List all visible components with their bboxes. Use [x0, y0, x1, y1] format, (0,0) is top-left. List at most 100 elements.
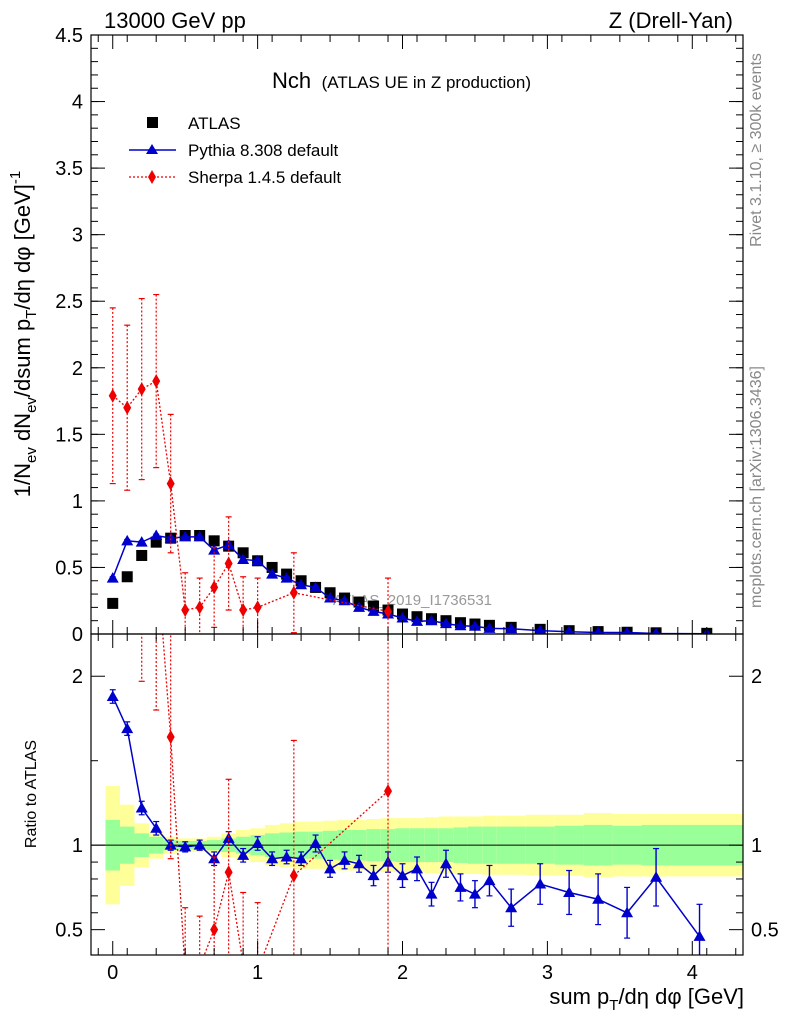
y-tick-label: 3.5 [55, 158, 83, 180]
x-tick-label: 4 [687, 962, 698, 984]
axes-layer: 0 0.5 1 1.5 2 2.5 3 3.5 4 4.5 0 1 2 3 4 0.5 0.5 1 1 2 2 [55, 25, 779, 984]
main-series-pythia [106, 529, 711, 634]
energy-label: 13000 GeV pp [104, 8, 246, 33]
data-point [135, 802, 148, 813]
data-point [266, 561, 278, 573]
data-point [107, 597, 119, 609]
data-point [439, 857, 452, 869]
ratio-series-pythia [106, 689, 706, 955]
ratio-y-tick-label: 1 [72, 835, 83, 857]
data-point [468, 888, 481, 899]
ratio-series-layer [106, 480, 706, 974]
data-point [384, 784, 393, 799]
legend-marker-atlas [147, 117, 158, 128]
data-point [224, 865, 233, 880]
data-point [534, 624, 546, 634]
data-point [196, 960, 204, 974]
data-point [106, 690, 119, 702]
ratio-y-tick-label-right: 1 [751, 835, 762, 857]
x-axis-title: sum pT/dη dφ [GeV] [549, 984, 744, 1014]
x-tick-label: 2 [397, 962, 408, 984]
main-series-atlas [107, 529, 713, 634]
legend-marker-pythia [146, 144, 158, 154]
data-point [309, 837, 322, 848]
plot-title: Nch (ATLAS UE in Z production) [272, 68, 531, 93]
data-point [592, 893, 605, 904]
data-point [150, 536, 162, 548]
main-series-sherpa [108, 293, 393, 634]
data-point [593, 626, 603, 634]
data-point [179, 840, 192, 852]
data-point [150, 822, 163, 833]
y-tick-label: 3 [72, 225, 83, 247]
data-point [239, 603, 248, 618]
data-point [181, 603, 190, 618]
data-point [138, 480, 146, 494]
data-point [505, 901, 518, 913]
data-point [563, 886, 576, 897]
data-point [166, 730, 175, 745]
data-point [239, 956, 247, 970]
data-point [108, 388, 117, 403]
ratio-y-tick-label: 2 [72, 666, 83, 688]
series-line [112, 696, 701, 937]
data-point [454, 881, 467, 892]
data-point [251, 837, 264, 848]
legend-label-atlas: ATLAS [188, 114, 241, 133]
data-point [505, 622, 518, 634]
ratio-series-sherpa [138, 480, 393, 974]
data-point [367, 605, 380, 616]
data-point [137, 382, 146, 397]
data-point [222, 538, 235, 550]
data-point [237, 547, 249, 559]
data-point [266, 852, 279, 864]
legend-label-pythia: Pythia 8.308 default [188, 141, 339, 160]
data-point [650, 871, 663, 882]
series-line [112, 380, 389, 613]
ratio-y-tick-label-right: 2 [751, 666, 762, 688]
data-point [106, 572, 119, 583]
data-point [693, 930, 706, 941]
data-point [324, 862, 337, 874]
ratio-y-axis-title: Ratio to ATLAS [23, 740, 40, 848]
data-point [353, 601, 366, 612]
data-point [179, 530, 192, 542]
data-point [195, 600, 204, 615]
ratio-y-tick-label: 0.5 [55, 920, 83, 942]
main-series-layer [106, 293, 713, 634]
data-point [454, 619, 467, 631]
rivet-version-label: Rivet 3.1.10, ≥ 300k events [748, 53, 765, 247]
data-point [367, 869, 380, 881]
y-tick-label: 4.5 [55, 25, 83, 47]
mcplots-label: mcplots.cern.ch [arXiv:1306.3436] [748, 366, 765, 608]
data-point [208, 535, 220, 547]
data-point [237, 553, 250, 564]
data-point [384, 604, 393, 619]
data-point [121, 571, 133, 583]
data-point [166, 476, 175, 491]
data-point [193, 530, 206, 542]
x-tick-label: 0 [107, 962, 118, 984]
y-tick-label: 1 [72, 491, 83, 513]
data-point [382, 856, 395, 867]
data-point [150, 529, 163, 540]
data-point [253, 600, 262, 615]
y-tick-label: 0.5 [55, 557, 83, 579]
data-point [411, 862, 423, 874]
data-point [266, 568, 279, 579]
data-point [251, 554, 264, 566]
x-tick-label: 1 [252, 962, 263, 984]
plot-title-main: Nch [272, 68, 311, 93]
data-point [237, 849, 250, 860]
data-point [135, 536, 148, 547]
data-point [193, 839, 206, 850]
data-point [123, 400, 132, 415]
data-point [289, 868, 298, 883]
legend-entry-pythia: Pythia 8.308 default [129, 141, 339, 160]
data-point [224, 556, 233, 571]
x-tick-label: 3 [542, 962, 553, 984]
process-label: Z (Drell-Yan) [609, 8, 733, 33]
y-tick-label: 1.5 [55, 424, 83, 446]
ratio-plot-frame [90, 633, 744, 956]
